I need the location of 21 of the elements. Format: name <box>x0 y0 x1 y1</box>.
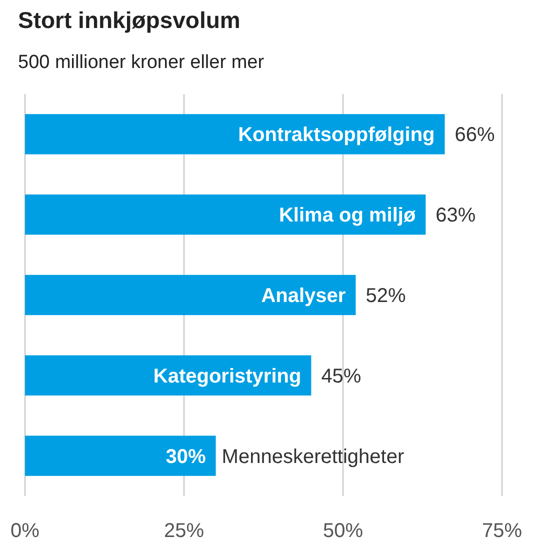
data-label: 63% <box>436 204 476 227</box>
bar <box>25 194 426 235</box>
x-tick-label: 75% <box>482 520 522 542</box>
data-label: 66% <box>454 124 496 146</box>
data-label: 52% <box>366 285 406 307</box>
data-label: 30% <box>166 446 206 468</box>
x-tick-label: 25% <box>164 520 204 542</box>
y-tick-label: Kontraktsoppfølging <box>238 124 435 146</box>
data-label: 45% <box>321 365 362 388</box>
bar <box>25 436 216 476</box>
y-tick-label: Menneskerettigheter <box>222 446 404 468</box>
chart-title: Stort innkjøpsvolum <box>18 7 240 33</box>
bar <box>25 114 445 154</box>
x-tick-label: 50% <box>322 520 364 542</box>
bar <box>25 274 356 316</box>
y-tick-label: Analyser <box>261 285 346 307</box>
y-tick-label: Klima og miljø <box>278 204 416 227</box>
bar <box>25 355 312 396</box>
chart-subtitle: 500 millioner kroner eller mer <box>18 52 265 73</box>
y-tick-label: Kategoristyring <box>153 365 302 388</box>
x-tick-label: 0% <box>10 520 40 542</box>
